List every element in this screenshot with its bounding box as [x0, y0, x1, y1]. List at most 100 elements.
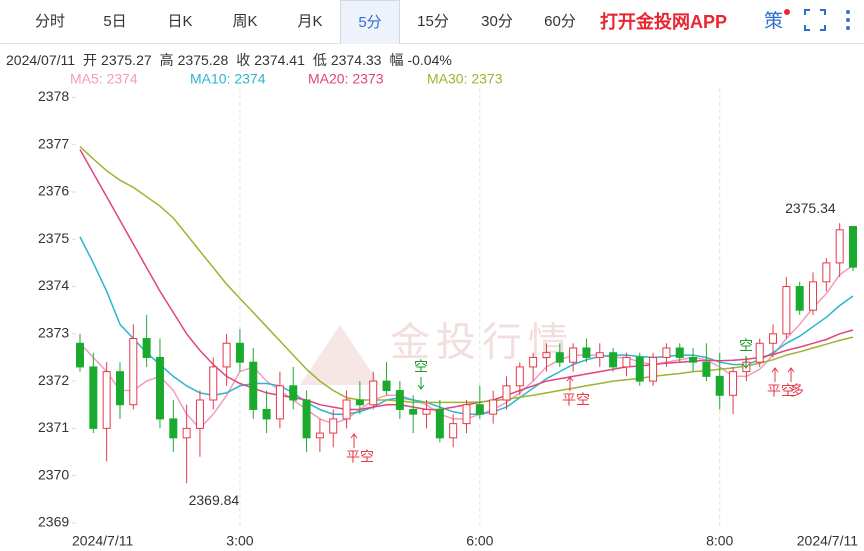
- candle-body: [209, 366, 218, 401]
- info-label: 开: [83, 52, 97, 68]
- candle-body: [729, 371, 738, 396]
- candle-body: [595, 352, 604, 358]
- tab[interactable]: 5分: [340, 0, 400, 44]
- candle-body: [462, 404, 471, 425]
- candle-body: [409, 408, 418, 415]
- signal-label: 平空: [767, 383, 795, 399]
- y-tick-label: 2377: [38, 135, 69, 151]
- candle-body: [155, 356, 164, 420]
- legend-entry: MA5: 2374: [70, 71, 138, 87]
- y-tick-label: 2374: [38, 277, 69, 293]
- tab[interactable]: 30分: [481, 13, 513, 30]
- tab[interactable]: 分时: [34, 13, 65, 30]
- candle-body: [289, 385, 298, 401]
- candle-body: [355, 399, 364, 406]
- candle-body: [435, 408, 444, 439]
- candle-body: [222, 342, 231, 368]
- candle-body: [235, 342, 244, 363]
- candle-body: [382, 380, 391, 392]
- candle-body: [849, 226, 857, 268]
- x-tick-label: 6:00: [466, 533, 493, 549]
- tab[interactable]: 5日: [103, 13, 127, 30]
- tab[interactable]: 周K: [232, 13, 258, 30]
- x-tick-label: 8:00: [706, 533, 733, 549]
- candle-body: [262, 408, 271, 420]
- candle-body: [715, 375, 724, 396]
- x-tick-label: 3:00: [226, 533, 253, 549]
- tab[interactable]: 月K: [297, 13, 323, 30]
- info-value: 2374.41: [254, 52, 305, 68]
- info-value: 2374.33: [331, 52, 382, 68]
- candle-body: [169, 418, 178, 439]
- legend-entry: MA10: 2374: [190, 71, 266, 87]
- info-value: 2375.28: [178, 52, 229, 68]
- tab-bar: 打开金投网APP 策 分时 5日 日K 周K 月K 5分 15分 30分 60分: [0, 0, 864, 44]
- y-tick-label: 2369: [38, 514, 69, 530]
- candle-body: [195, 399, 204, 429]
- tab[interactable]: 日K: [167, 13, 193, 30]
- signal-arrow: [350, 433, 358, 448]
- candle-body: [329, 418, 338, 434]
- info-label: 收: [236, 52, 250, 68]
- candle-body: [502, 385, 511, 401]
- signal-label: 多: [790, 383, 804, 399]
- candle-body: [515, 366, 524, 387]
- x-tick-label: 2024/7/11: [72, 533, 133, 549]
- info-label: 低: [313, 52, 327, 68]
- candle-body: [89, 366, 98, 429]
- candle-body: [702, 361, 711, 377]
- signal-label: 空: [414, 359, 428, 375]
- candle-body: [475, 404, 484, 415]
- candle-body: [449, 423, 458, 439]
- candle-body: [835, 229, 844, 264]
- y-tick-label: 2375: [38, 230, 69, 246]
- app-promo[interactable]: 打开金投网APP: [600, 12, 728, 32]
- candle-body: [822, 262, 831, 283]
- info-line: 2024/07/11 开 2375.27 高 2375.28 收 2374.41 低 2374.…: [6, 52, 452, 68]
- y-tick-label: 2376: [38, 183, 69, 199]
- candle-body: [182, 427, 191, 439]
- candle-body: [675, 347, 684, 358]
- candle-body: [689, 356, 698, 363]
- low-label: 2369.84: [189, 492, 240, 508]
- candle-body: [129, 338, 138, 406]
- signal-label: 平空: [346, 449, 374, 465]
- signal-label: 空: [739, 338, 753, 354]
- high-label: 2375.34: [785, 200, 836, 216]
- info-label: 高: [160, 52, 174, 68]
- legend-entry: MA30: 2373: [427, 71, 503, 87]
- info-value: 2375.27: [101, 52, 152, 68]
- candle-body: [422, 408, 431, 415]
- candle-body: [249, 361, 258, 410]
- candle-body: [489, 399, 498, 415]
- candle-body: [795, 286, 804, 311]
- y-tick-label: 2378: [38, 88, 69, 104]
- info-value: -0.04%: [407, 52, 451, 68]
- y-tick-label: 2372: [38, 372, 69, 388]
- candle-body: [555, 352, 564, 363]
- strategy-icon[interactable]: 策: [764, 11, 784, 32]
- x-tick-label: 2024/7/11: [797, 533, 858, 549]
- candle-body: [302, 399, 311, 439]
- candle-body: [635, 356, 644, 382]
- candle-body: [342, 399, 351, 420]
- signal-arrow: [771, 367, 779, 382]
- info-date: 2024/07/11: [6, 52, 75, 68]
- signal-arrow: [787, 367, 795, 382]
- tab[interactable]: 15分: [417, 13, 449, 30]
- candle-body: [102, 371, 111, 429]
- candle-body: [275, 385, 284, 420]
- candle-body: [542, 352, 551, 358]
- candle-body: [782, 286, 791, 335]
- ma-line: [79, 149, 854, 411]
- signal-arrow: [566, 376, 574, 391]
- candle-body: [395, 390, 404, 410]
- tab[interactable]: 60分: [544, 13, 576, 30]
- watermark: 金投行情: [390, 321, 574, 365]
- candle-body: [315, 432, 324, 439]
- candle-body: [582, 347, 591, 358]
- candle-body: [622, 356, 631, 368]
- candle-body: [649, 356, 658, 382]
